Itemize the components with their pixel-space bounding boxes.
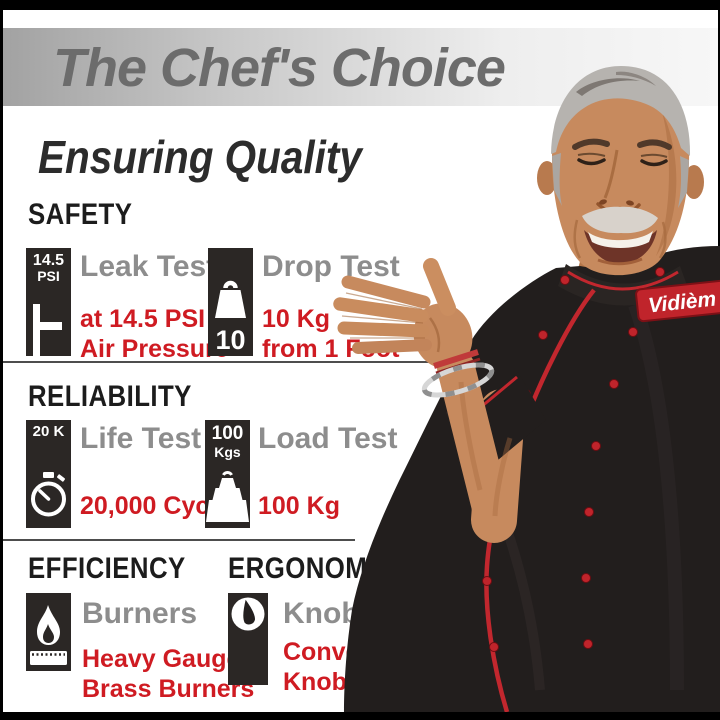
chef-mustache <box>582 206 658 234</box>
poster: The Chef's Choice Ensuring Quality SAFET… <box>3 10 720 712</box>
drop-test-badge: 10 <box>215 325 246 355</box>
knob-icon <box>228 593 268 685</box>
drop-test-icon: 10 <box>208 248 253 356</box>
weight-glyph <box>215 280 246 318</box>
stacked-weight-glyph <box>206 471 249 522</box>
knob-glyph <box>231 597 265 631</box>
load-test-detail: 100 Kg <box>258 492 340 520</box>
heading-efficiency: EFFICIENCY <box>28 552 186 585</box>
leak-test-badge: 14.5 PSI <box>32 252 65 285</box>
leak-test-detail: at 14.5 PSI Air Pressure <box>80 305 229 363</box>
leak-test-label: Leak Test <box>80 250 217 283</box>
burner-icon <box>26 593 71 671</box>
drop-test-label: Drop Test <box>262 250 400 283</box>
burners-label: Burners <box>82 597 198 630</box>
load-test-label: Load Test <box>258 422 398 455</box>
chef-hand <box>333 258 473 369</box>
life-test-badge: 20 K <box>32 423 65 440</box>
tagline: Ensuring Quality <box>38 131 362 183</box>
chef-photo: Vidièm <box>333 66 720 712</box>
stopwatch-glyph <box>31 472 66 517</box>
banner-title: The Chef's Choice <box>53 38 506 98</box>
chef-head <box>537 66 704 276</box>
heading-reliability: RELIABILITY <box>28 380 192 413</box>
section-divider-2 <box>3 539 355 541</box>
section-divider-1 <box>3 361 431 363</box>
flame-glyph <box>30 605 67 665</box>
drop-test-detail: 10 Kg from 1 Foot <box>262 305 400 363</box>
brand-logo-patch: Vidièm <box>635 279 720 323</box>
life-test-icon: 20 K <box>26 420 71 528</box>
load-test-icon: 100 Kgs <box>205 420 250 528</box>
red-wrist-thread <box>433 349 479 369</box>
heading-safety: SAFETY <box>28 198 133 231</box>
load-test-badge: 100 Kgs <box>211 423 244 460</box>
silver-bangle <box>421 362 495 398</box>
life-test-label: Life Test <box>80 422 202 455</box>
chef-arm <box>437 349 546 543</box>
leak-test-icon: 14.5 PSI <box>26 248 71 356</box>
chef-coat <box>344 246 720 712</box>
banner: The Chef's Choice <box>3 28 718 106</box>
pipe-glyph <box>33 304 62 356</box>
